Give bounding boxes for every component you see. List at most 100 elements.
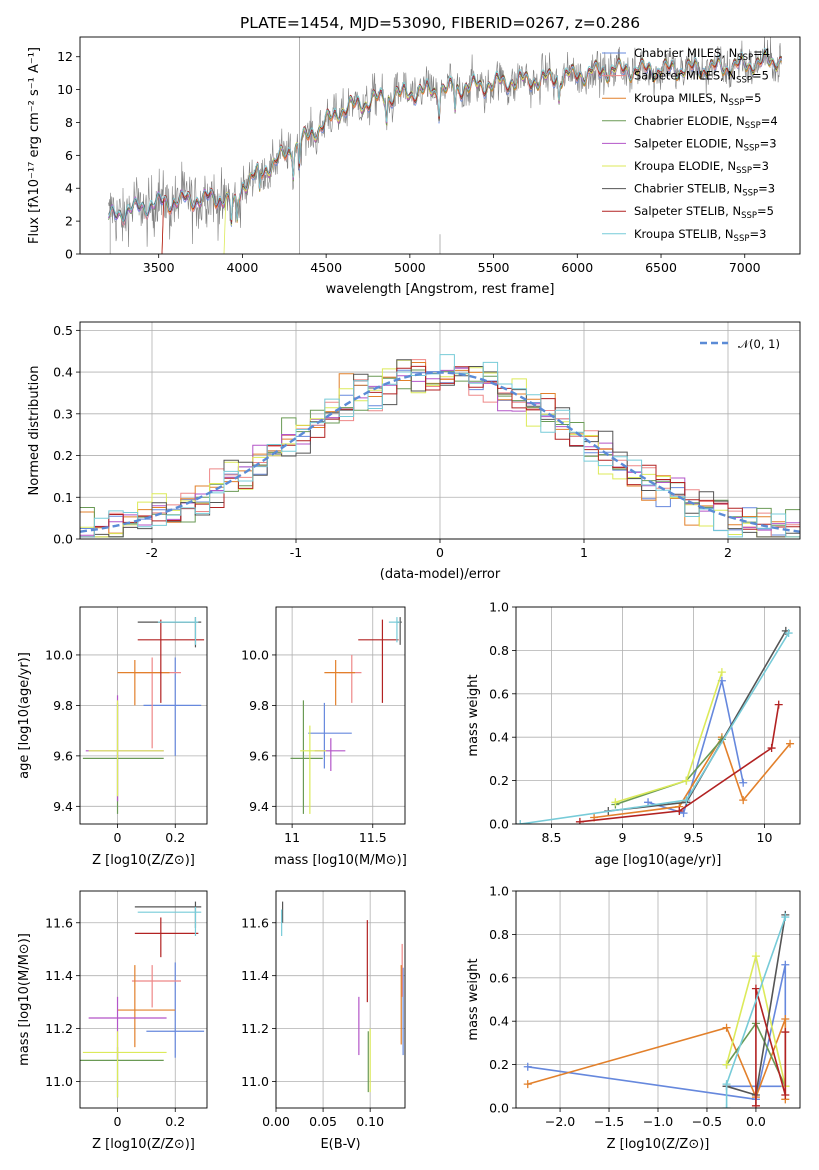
legend-sub: SSP <box>737 53 753 63</box>
axes-mass-vs-Z: 0 0.2 11.0 11.2 11.4 11.6 Z [log10(Z/Z⊙)] mass … <box>17 890 208 1152</box>
weight-marker <box>774 700 783 709</box>
legend-entry: Salpeter STELIB, NSSP=5 <box>634 204 774 221</box>
legend-sub: SSP <box>744 143 760 153</box>
legend-label: Kroupa ELODIE, N <box>634 159 736 173</box>
x-tick-label: 0 <box>114 830 122 845</box>
legend-tail: =5 <box>752 69 769 83</box>
y-tick-label: 6 <box>65 148 73 163</box>
weight-marker <box>781 1028 790 1037</box>
axes-frame <box>275 606 406 825</box>
weight-marker <box>682 776 691 785</box>
x-tick-label: 2 <box>724 545 732 560</box>
legend-entry: Kroupa STELIB, NSSP=3 <box>634 227 766 244</box>
y-tick-label: 11.2 <box>45 1021 73 1036</box>
weight-line <box>755 988 787 1106</box>
y-tick-label: 11.6 <box>45 915 73 930</box>
plot-area-mass-vs-Z <box>80 901 205 1098</box>
legend-sub: SSP <box>741 211 757 221</box>
weight-line <box>527 964 787 1101</box>
y-tick-label: 9.6 <box>53 748 73 763</box>
plot-area-age-vs-Z <box>82 617 205 814</box>
plot-area-mass-vs-EBV <box>281 901 404 1093</box>
x-axis-label: Z [log10(Z/Z⊙)] <box>92 853 195 868</box>
y-tick-label: 10 <box>57 82 73 97</box>
x-tick-label: 0 <box>436 545 444 560</box>
axes-age-vs-Z: 0 0.2 9.4 9.6 9.8 10.0 Z [log10(Z/Z⊙)] age [log… <box>17 606 208 868</box>
plot-area-age-vs-mass <box>290 617 402 814</box>
y-tick-label: 0.0 <box>489 817 509 832</box>
weight-marker <box>722 1080 731 1089</box>
legend-label: Chabrier ELODIE, N <box>634 114 745 128</box>
legend-tail: =3 <box>752 159 769 173</box>
x-tick-label: 0.00 <box>262 1114 290 1129</box>
y-tick-label: 11.4 <box>45 968 73 983</box>
x-axis-label: age [log10(age/yr)] <box>595 853 722 868</box>
y-tick-label: 0.1 <box>53 490 73 505</box>
x-tick-label: 6000 <box>561 260 593 275</box>
legend-entry: Kroupa MILES, NSSP=5 <box>634 91 761 108</box>
weight-marker <box>751 952 760 961</box>
x-tick-label: 11 <box>284 830 300 845</box>
legend-sub: SSP <box>745 121 761 131</box>
legend-tail: =4 <box>761 114 778 128</box>
histogram-step <box>80 365 800 538</box>
y-tick-label: 0.3 <box>53 406 73 421</box>
y-tick-label: 11.2 <box>241 1021 269 1036</box>
x-tick-label: −0.5 <box>692 1114 722 1129</box>
x-tick-label: 5500 <box>478 260 510 275</box>
legend-entry: Salpeter ELODIE, NSSP=3 <box>634 136 777 153</box>
figure-title: PLATE=1454, MJD=53090, FIBERID=0267, z=0… <box>240 14 640 32</box>
plot-area-spectrum <box>108 37 782 254</box>
y-tick-label: 9.8 <box>249 698 269 713</box>
y-tick-label: 9.4 <box>53 799 73 814</box>
y-tick-label: 11.0 <box>45 1074 73 1089</box>
histogram-step <box>80 359 800 538</box>
y-tick-label: 0.2 <box>489 1057 509 1072</box>
legend-tail: =5 <box>757 204 774 218</box>
axes-weight-vs-age: 8.5 9 9.5 10 0.0 0.2 0.4 0.6 0.8 1.0 age [log10(ag… <box>466 600 801 868</box>
plot-area-weight-vs-Z <box>523 910 790 1108</box>
y-tick-label: 0.8 <box>489 643 509 658</box>
weight-marker <box>682 796 691 805</box>
y-tick-label: 1.0 <box>489 600 509 615</box>
x-tick-label: 0.10 <box>356 1114 384 1129</box>
weight-marker <box>516 820 525 824</box>
legend-label: Chabrier MILES, N <box>634 46 737 60</box>
weight-marker <box>767 744 776 753</box>
weight-line <box>527 1018 787 1100</box>
x-tick-label: 4000 <box>227 260 259 275</box>
x-tick-label: 5000 <box>394 260 426 275</box>
weight-marker <box>717 668 726 677</box>
x-tick-label: −1.0 <box>643 1114 673 1129</box>
axes-residuals: -2 -1 0 1 2 0.0 0.1 0.2 0.3 0.4 0.5 𝒩(0, 1) (data-mo… <box>27 321 801 582</box>
weight-marker <box>575 817 584 824</box>
legend-tail: =3 <box>760 136 777 150</box>
x-axis-label: (data-model)/error <box>380 567 501 582</box>
axes-frame <box>79 890 208 1109</box>
x-tick-label: −2.0 <box>545 1114 575 1129</box>
legend-tail: =3 <box>749 227 766 241</box>
x-tick-label: 0.2 <box>165 1114 185 1129</box>
y-tick-label: 0.0 <box>53 532 73 547</box>
weight-marker <box>675 806 684 815</box>
y-tick-label: 0 <box>65 247 73 262</box>
x-tick-label: −1.5 <box>594 1114 624 1129</box>
y-tick-label: 11.4 <box>241 968 269 983</box>
model-spectrum <box>223 52 782 254</box>
x-axis-label: mass [log10(M/M⊙)] <box>274 853 407 868</box>
weight-marker <box>722 1060 731 1069</box>
legend-tail: =4 <box>753 46 770 60</box>
x-tick-label: -1 <box>290 545 302 560</box>
y-axis-label: mass [log10(M/M⊙)] <box>17 933 32 1066</box>
y-tick-label: 0.6 <box>489 686 509 701</box>
y-tick-label: 4 <box>65 181 73 196</box>
legend-entry: Chabrier MILES, NSSP=4 <box>634 46 770 63</box>
legend-label: Kroupa MILES, N <box>634 91 729 105</box>
legend-entry: Chabrier STELIB, NSSP=3 <box>634 182 775 199</box>
weight-marker <box>722 1023 731 1032</box>
weight-marker <box>781 1015 790 1024</box>
weight-marker <box>679 809 688 818</box>
weight-marker <box>739 778 748 787</box>
y-tick-label: 0.4 <box>489 730 509 745</box>
